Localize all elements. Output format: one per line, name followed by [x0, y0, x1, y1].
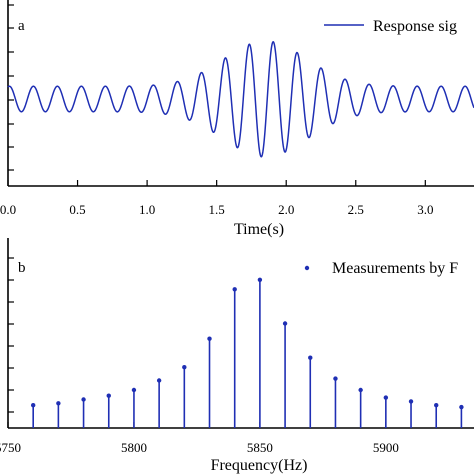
stem-marker: [308, 355, 313, 360]
panel-a-x-tick-label: 1.0: [139, 202, 155, 217]
panel-b-x-tick-label: 5900: [373, 440, 399, 455]
panel-b-label: b: [18, 260, 26, 276]
panel-b-y-ticks: [8, 257, 14, 413]
panel-b-x-ticks: 5750 5800 5850 5900: [0, 422, 399, 455]
stem-marker: [232, 287, 237, 292]
stem-marker: [282, 321, 288, 326]
stem-marker: [81, 397, 86, 402]
panel-a-x-tick-label: 2.0: [278, 202, 294, 217]
stem-marker: [106, 393, 111, 398]
stem-marker: [257, 277, 263, 282]
panel-a-x-tick-label: 2.5: [348, 202, 364, 217]
panel-a-legend-label: Response sig: [373, 18, 457, 35]
stem-marker: [156, 378, 162, 383]
stem-marker: [459, 404, 464, 410]
panel-a-x-tick-label: 1.5: [209, 202, 225, 217]
panel-b: b Measurements by F Frequency(Hz) 5750 58…: [0, 238, 474, 474]
panel-a-x-tick-label: 0.5: [69, 202, 85, 217]
panel-a-x-tick-label: 3.0: [417, 202, 433, 217]
panel-a-legend: Response sig: [324, 18, 457, 35]
panel-b-legend-label: Measurements by F: [332, 260, 458, 277]
stem-marker: [434, 403, 439, 408]
stem-marker: [358, 387, 363, 393]
response-signal-line: [7, 40, 474, 158]
panel-b-legend: Measurements by F: [304, 260, 458, 277]
panel-a-y-ticks: [8, 4, 14, 171]
stem-marker: [56, 401, 61, 406]
panel-b-x-tick-label: 5750: [0, 440, 21, 455]
stem-marker: [333, 376, 338, 381]
stem-marker: [408, 399, 414, 404]
panel-b-stems: [30, 277, 464, 428]
panel-b-legend-marker: [304, 265, 310, 271]
stem-marker: [131, 387, 137, 393]
stem-marker: [383, 395, 389, 400]
stem-marker: [207, 336, 212, 341]
stem-marker: [30, 403, 36, 408]
stem-marker: [182, 365, 187, 370]
panel-a-label: a: [18, 18, 25, 34]
panel-a-x-tick-label: 0.0: [0, 202, 16, 217]
panel-a-xlabel: Time(s): [234, 221, 284, 238]
panel-b-x-tick-label: 5850: [247, 440, 273, 455]
panel-b-xlabel: Frequency(Hz): [211, 457, 308, 474]
panel-a: a Response sig Time(s) 0.0 0.5 1.0 1.5 2.0 2.…: [0, 0, 474, 238]
panel-a-x-ticks: 0.0 0.5 1.0 1.5 2.0 2.5 3.0: [0, 180, 433, 217]
panel-b-x-tick-label: 5800: [121, 440, 147, 455]
